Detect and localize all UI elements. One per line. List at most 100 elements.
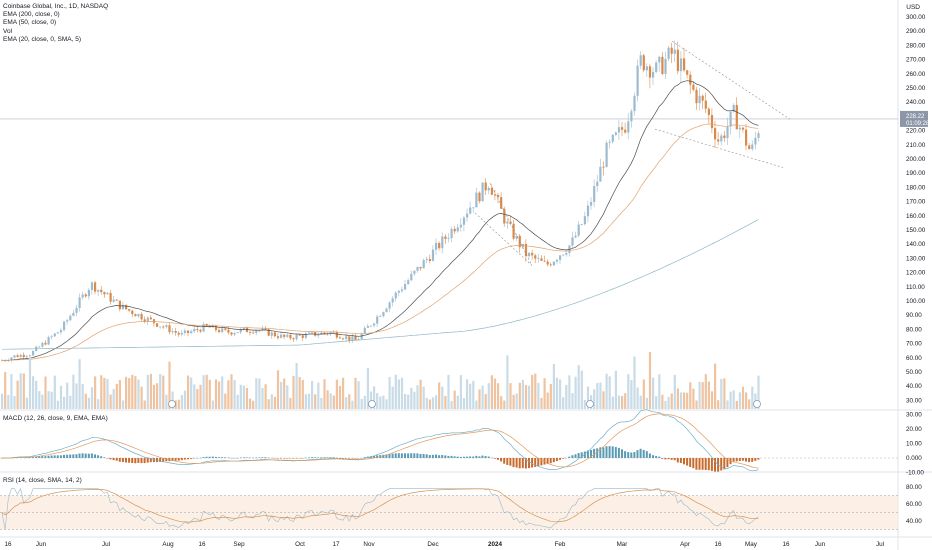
volume-bar bbox=[249, 398, 252, 409]
volume-bar bbox=[342, 377, 345, 409]
candle-body bbox=[466, 213, 469, 218]
volume-bar bbox=[180, 395, 183, 409]
candle-body bbox=[745, 129, 748, 146]
volume-bar bbox=[326, 390, 329, 409]
candle-body bbox=[298, 334, 301, 336]
macd-hist-bar bbox=[593, 448, 596, 458]
candle-body bbox=[624, 129, 627, 133]
macd-hist-bar bbox=[84, 453, 87, 458]
candle-body bbox=[608, 141, 611, 143]
macd-hist-bar bbox=[652, 455, 654, 458]
macd-hist-bar bbox=[447, 455, 450, 458]
legend-ema200: EMA (200, close, 0) bbox=[3, 11, 60, 19]
macd-hist-bar bbox=[701, 458, 704, 470]
y-tick-label: 170.00 bbox=[906, 199, 926, 206]
candle-body bbox=[673, 49, 676, 54]
macd-hist-bar bbox=[735, 458, 738, 462]
candle-body bbox=[199, 329, 202, 332]
rsi-line bbox=[1, 487, 759, 530]
volume-bar bbox=[379, 396, 382, 409]
legend-symbol: Coinbase Global, Inc., 1D, NASDAQ bbox=[3, 3, 109, 10]
candle-body bbox=[19, 354, 22, 358]
volume-bar bbox=[559, 379, 562, 409]
macd-hist-bar bbox=[289, 458, 292, 459]
volume-bar bbox=[453, 390, 456, 409]
macd-hist-bar bbox=[202, 457, 205, 458]
volume-bar bbox=[751, 386, 754, 409]
candle-body bbox=[174, 331, 177, 333]
volume-bar bbox=[41, 394, 44, 409]
candle-body bbox=[478, 192, 481, 202]
volume-bar bbox=[648, 352, 652, 409]
volume-bar bbox=[90, 387, 94, 409]
volume-bar bbox=[332, 395, 335, 409]
candle-body bbox=[28, 355, 32, 357]
volume-bar bbox=[416, 385, 419, 409]
macd-hist-bar bbox=[385, 454, 388, 458]
volume-bar bbox=[720, 378, 723, 409]
volume-bar bbox=[38, 391, 41, 409]
x-tick-label: Apr bbox=[680, 541, 690, 548]
candle-body bbox=[252, 332, 255, 334]
volume-bar bbox=[537, 382, 540, 409]
candle-body bbox=[552, 261, 555, 266]
macd-hist-bar bbox=[478, 456, 481, 458]
candle-body bbox=[397, 291, 400, 293]
candle-body bbox=[230, 332, 233, 335]
volume-bar bbox=[593, 389, 596, 409]
macd-hist-bar bbox=[450, 455, 453, 458]
volume-bar bbox=[205, 374, 208, 409]
volume-bar bbox=[376, 393, 379, 409]
y-tick-label: 200.00 bbox=[906, 156, 926, 163]
candle-body bbox=[134, 314, 137, 317]
volume-bar bbox=[100, 375, 103, 409]
rsi-tick-label: 80.00 bbox=[906, 484, 922, 491]
candle-body bbox=[75, 307, 78, 313]
earnings-marker bbox=[586, 400, 594, 408]
x-tick-label: Dec bbox=[427, 541, 438, 548]
trendline-dec bbox=[489, 183, 533, 266]
rsi-label: RSI (14, close, SMA, 14, 2) bbox=[3, 477, 82, 484]
volume-bar bbox=[748, 399, 751, 409]
macd-line bbox=[2, 409, 759, 472]
candle-body bbox=[292, 338, 295, 340]
candle-body bbox=[311, 331, 314, 333]
volume-bar bbox=[63, 396, 66, 409]
macd-hist-bar bbox=[466, 456, 468, 458]
macd-hist-bar bbox=[537, 458, 540, 467]
candle-body bbox=[741, 127, 745, 130]
macd-hist-bar bbox=[382, 454, 385, 458]
volume-bar bbox=[252, 400, 255, 409]
volume-bar bbox=[369, 391, 373, 409]
candle-body bbox=[103, 292, 106, 295]
candle-body bbox=[472, 207, 475, 209]
y-tick-label: 280.00 bbox=[906, 42, 926, 49]
x-tick-label: 17 bbox=[332, 541, 340, 548]
candle-body bbox=[410, 273, 413, 281]
macd-hist-bar bbox=[69, 454, 72, 458]
candle-body bbox=[168, 325, 171, 333]
candle-body bbox=[47, 337, 50, 345]
candle-body bbox=[190, 331, 193, 334]
volume-bar bbox=[239, 384, 242, 409]
candle-body bbox=[10, 357, 13, 361]
candle-body bbox=[754, 137, 757, 145]
macd-hist-bar bbox=[50, 455, 53, 458]
candle-body bbox=[459, 224, 462, 228]
volume-bar bbox=[13, 396, 16, 409]
candle-body bbox=[686, 70, 689, 75]
x-tick-label: 2024 bbox=[488, 541, 503, 548]
candle-body bbox=[193, 328, 196, 332]
macd-hist-bar bbox=[503, 458, 506, 464]
volume-bar bbox=[670, 393, 673, 409]
volume-bar bbox=[608, 376, 611, 409]
volume-bar bbox=[112, 389, 115, 409]
candle-body bbox=[242, 327, 245, 330]
volume-bar bbox=[152, 384, 156, 409]
candle-body bbox=[236, 332, 239, 334]
volume-bar bbox=[255, 378, 258, 409]
macd-hist-bar bbox=[162, 458, 165, 462]
candle-body bbox=[13, 355, 16, 358]
volume-bar bbox=[87, 397, 90, 409]
